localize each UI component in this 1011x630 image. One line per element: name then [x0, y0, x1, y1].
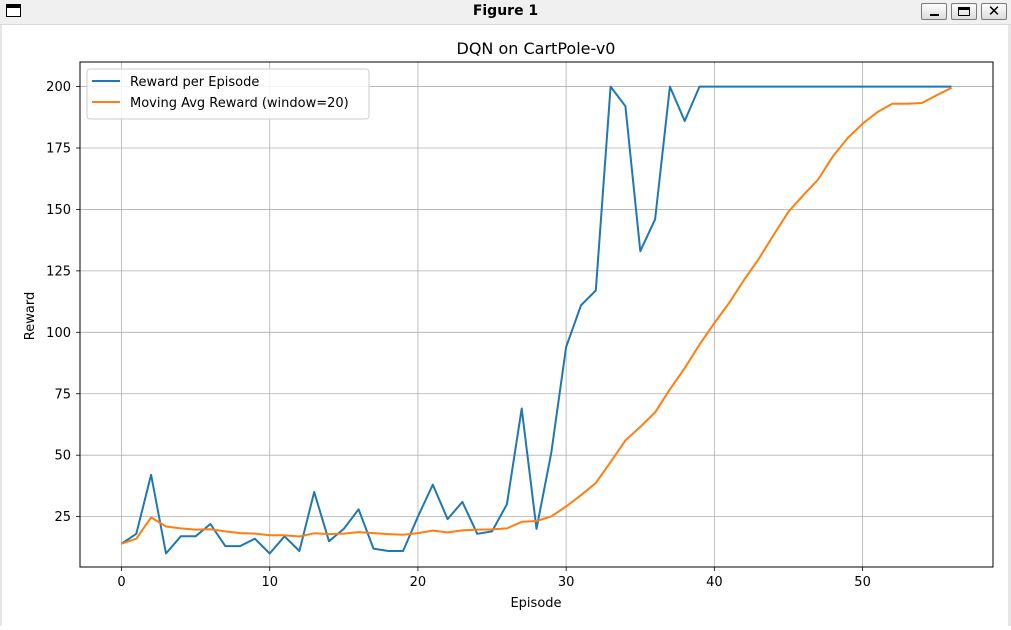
legend-box [86, 68, 370, 120]
y-tick-label: 125 [46, 264, 71, 279]
window-left-edge [0, 25, 2, 626]
minimize-icon [930, 14, 939, 16]
maximize-icon [958, 7, 970, 16]
axis-ticks: 0 10 20 30 40 50 25 50 75 100 125 150 175 200 [46, 80, 871, 590]
window-titlebar: Figure 1 ✕ [0, 0, 1011, 25]
x-tick-label: 30 [558, 575, 575, 590]
window-title: Figure 1 [472, 3, 539, 19]
window-right-edge [1008, 25, 1011, 626]
legend: Reward per Episode Moving Avg Reward (wi… [86, 68, 370, 120]
x-tick-label: 0 [117, 575, 125, 590]
x-tick-label: 10 [261, 575, 278, 590]
y-tick-label: 175 [46, 142, 71, 157]
series-lines [120, 85, 952, 555]
chart-title: DQN on CartPole-v0 [457, 39, 616, 58]
line-chart: DQN on CartPole-v0 0 10 20 30 40 50 25 50 75 100 1… [23, 39, 994, 611]
x-tick-label: 20 [410, 575, 427, 590]
y-tick-label: 25 [54, 510, 71, 525]
x-axis-label: Episode [510, 596, 561, 611]
legend-label-reward: Reward per Episode [130, 75, 259, 90]
grid-lines [80, 62, 993, 567]
y-tick-label: 150 [46, 203, 71, 218]
series-line-moving-avg [121, 86, 952, 545]
y-tick-label: 50 [54, 449, 71, 464]
legend-label-moving-avg: Moving Avg Reward (window=20) [130, 96, 349, 111]
y-axis-label: Reward [23, 292, 38, 340]
maximize-button[interactable] [951, 3, 977, 20]
x-tick-label: 50 [854, 575, 871, 590]
close-button[interactable]: ✕ [981, 3, 1007, 20]
window-icon [6, 4, 21, 17]
x-tick-label: 40 [706, 575, 723, 590]
minimize-button[interactable] [921, 3, 947, 20]
y-tick-label: 200 [46, 80, 71, 95]
close-icon: ✕ [987, 2, 1001, 20]
plot-area [79, 61, 994, 568]
figure-canvas: DQN on CartPole-v0 0 10 20 30 40 50 25 50 75 100 1… [0, 25, 1011, 626]
y-tick-label: 75 [54, 387, 71, 402]
series-line-reward [120, 85, 952, 555]
y-tick-label: 100 [46, 326, 71, 341]
